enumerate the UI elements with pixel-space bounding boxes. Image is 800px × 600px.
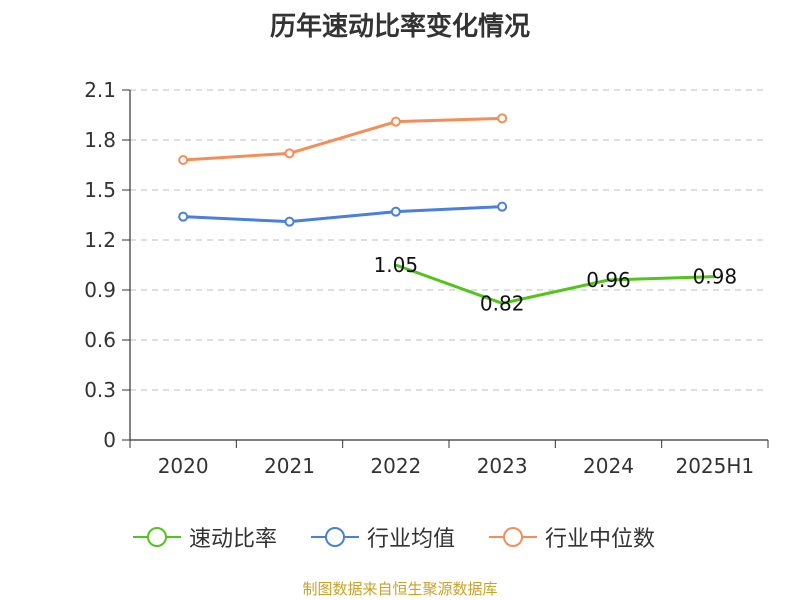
y-tick-label: 0.9 [84,278,116,302]
y-tick-label: 0.6 [84,328,116,352]
legend-marker-icon [133,527,181,547]
x-tick-label: 2022 [370,454,421,478]
y-tick-label: 1.8 [84,128,116,152]
legend-label: 速动比率 [189,527,278,552]
legend-label: 行业中位数 [545,527,656,552]
data-point [497,201,508,212]
y-tick-label: 1.5 [84,178,116,202]
data-point [284,148,295,159]
data-point [390,116,401,127]
data-label: 0.96 [586,268,631,292]
legend-item-1[interactable]: 行业均值 [311,522,455,552]
data-point [497,113,508,124]
data-label: 1.05 [374,253,419,277]
y-tick-label: 0 [103,428,116,452]
legend-label: 行业均值 [367,527,456,552]
x-tick-label: 2025H1 [675,454,754,478]
data-label: 0.98 [693,265,738,289]
data-point [390,206,401,217]
legend-marker-icon [311,527,359,547]
x-tick-label: 2024 [583,454,634,478]
series-line-2 [183,116,503,162]
source-note: 制图数据来自恒生聚源数据库 [302,580,498,598]
y-tick-label: 1.2 [84,228,116,252]
data-point [178,155,189,165]
legend-item-2[interactable]: 行业中位数 [489,522,655,552]
y-tick-label: 2.1 [84,78,116,102]
y-tick-label: 0.3 [84,378,116,402]
legend-item-0[interactable]: 速动比率 [133,522,277,552]
data-point [284,216,295,227]
data-labels: 1.05 0.82 0.96 0.98 [374,253,738,315]
series-line-1 [183,205,503,224]
series-line-0 [395,263,715,305]
chart-title: 历年速动比率变化情况 [269,12,530,42]
data-point [178,211,189,222]
grid-lines [130,89,768,391]
x-tick-label: 2021 [264,454,315,478]
axes: 0 0.3 0.6 0.9 1.2 1.5 1.8 2.1 2020 2021 2022 2023 20… [84,78,769,478]
x-tick-label: 2023 [477,454,528,478]
x-tick-label: 2020 [158,454,209,478]
legend-marker-icon [489,527,537,547]
legend: 速动比率 行业均值 行业中位数 [0,522,800,552]
series-lines [178,113,715,305]
data-label: 0.82 [480,291,525,315]
